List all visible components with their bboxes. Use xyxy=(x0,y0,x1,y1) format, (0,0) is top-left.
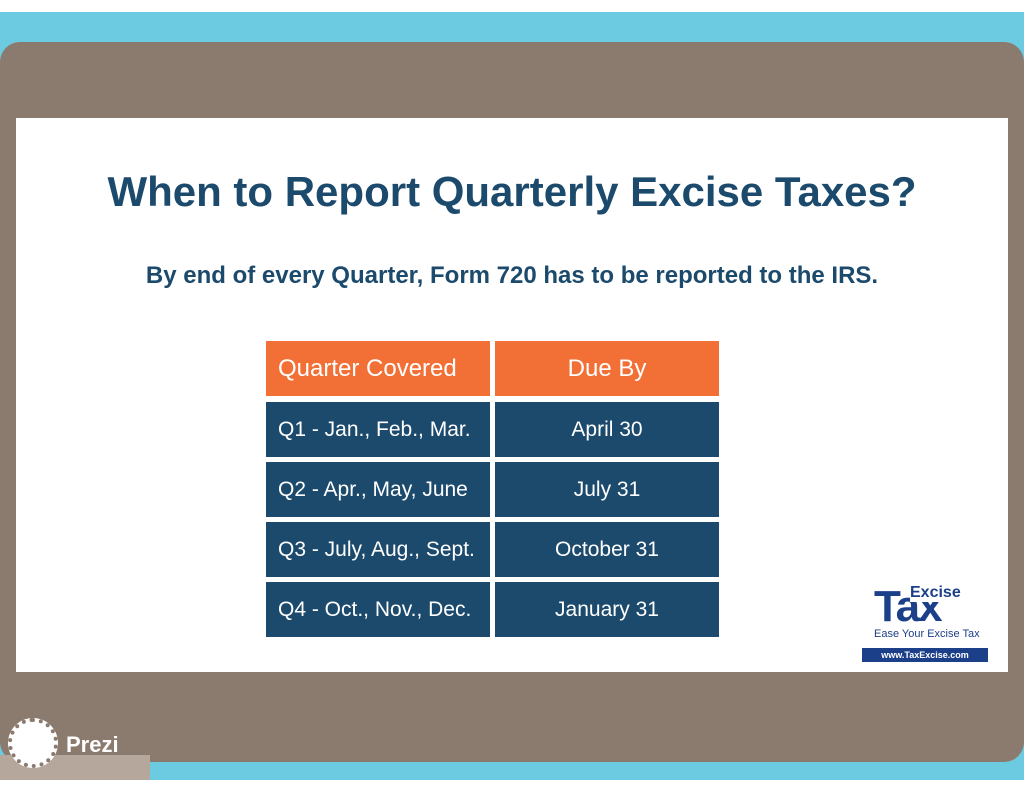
prezi-brand: Prezi xyxy=(66,732,119,757)
subtitle: By end of every Quarter, Form 720 has to… xyxy=(145,262,879,289)
table-cell: Q2 - Apr., May, June xyxy=(266,462,490,517)
table-cell: Q3 - July, Aug., Sept. xyxy=(266,522,490,577)
table-cell: Q4 - Oct., Nov., Dec. xyxy=(266,582,490,637)
table-cell: Q1 - Jan., Feb., Mar. xyxy=(266,402,490,457)
logo-tagline: Ease Your Excise Tax xyxy=(874,628,980,640)
logo-top: Excise xyxy=(910,584,961,602)
column-header: Quarter Covered xyxy=(266,341,490,396)
table-cell: July 31 xyxy=(495,462,719,517)
table-cell: April 30 xyxy=(495,402,719,457)
prezi-icon xyxy=(8,718,58,768)
title: When to Report Quarterly Excise Taxes? xyxy=(107,168,917,215)
table-cell: October 31 xyxy=(495,522,719,577)
logo-url: www.TaxExcise.com xyxy=(862,648,988,662)
column-header: Due By xyxy=(495,341,719,396)
logo: Tax Excise Ease Your Excise Tax www.TaxE… xyxy=(860,582,990,664)
table-cell: January 31 xyxy=(495,582,719,637)
